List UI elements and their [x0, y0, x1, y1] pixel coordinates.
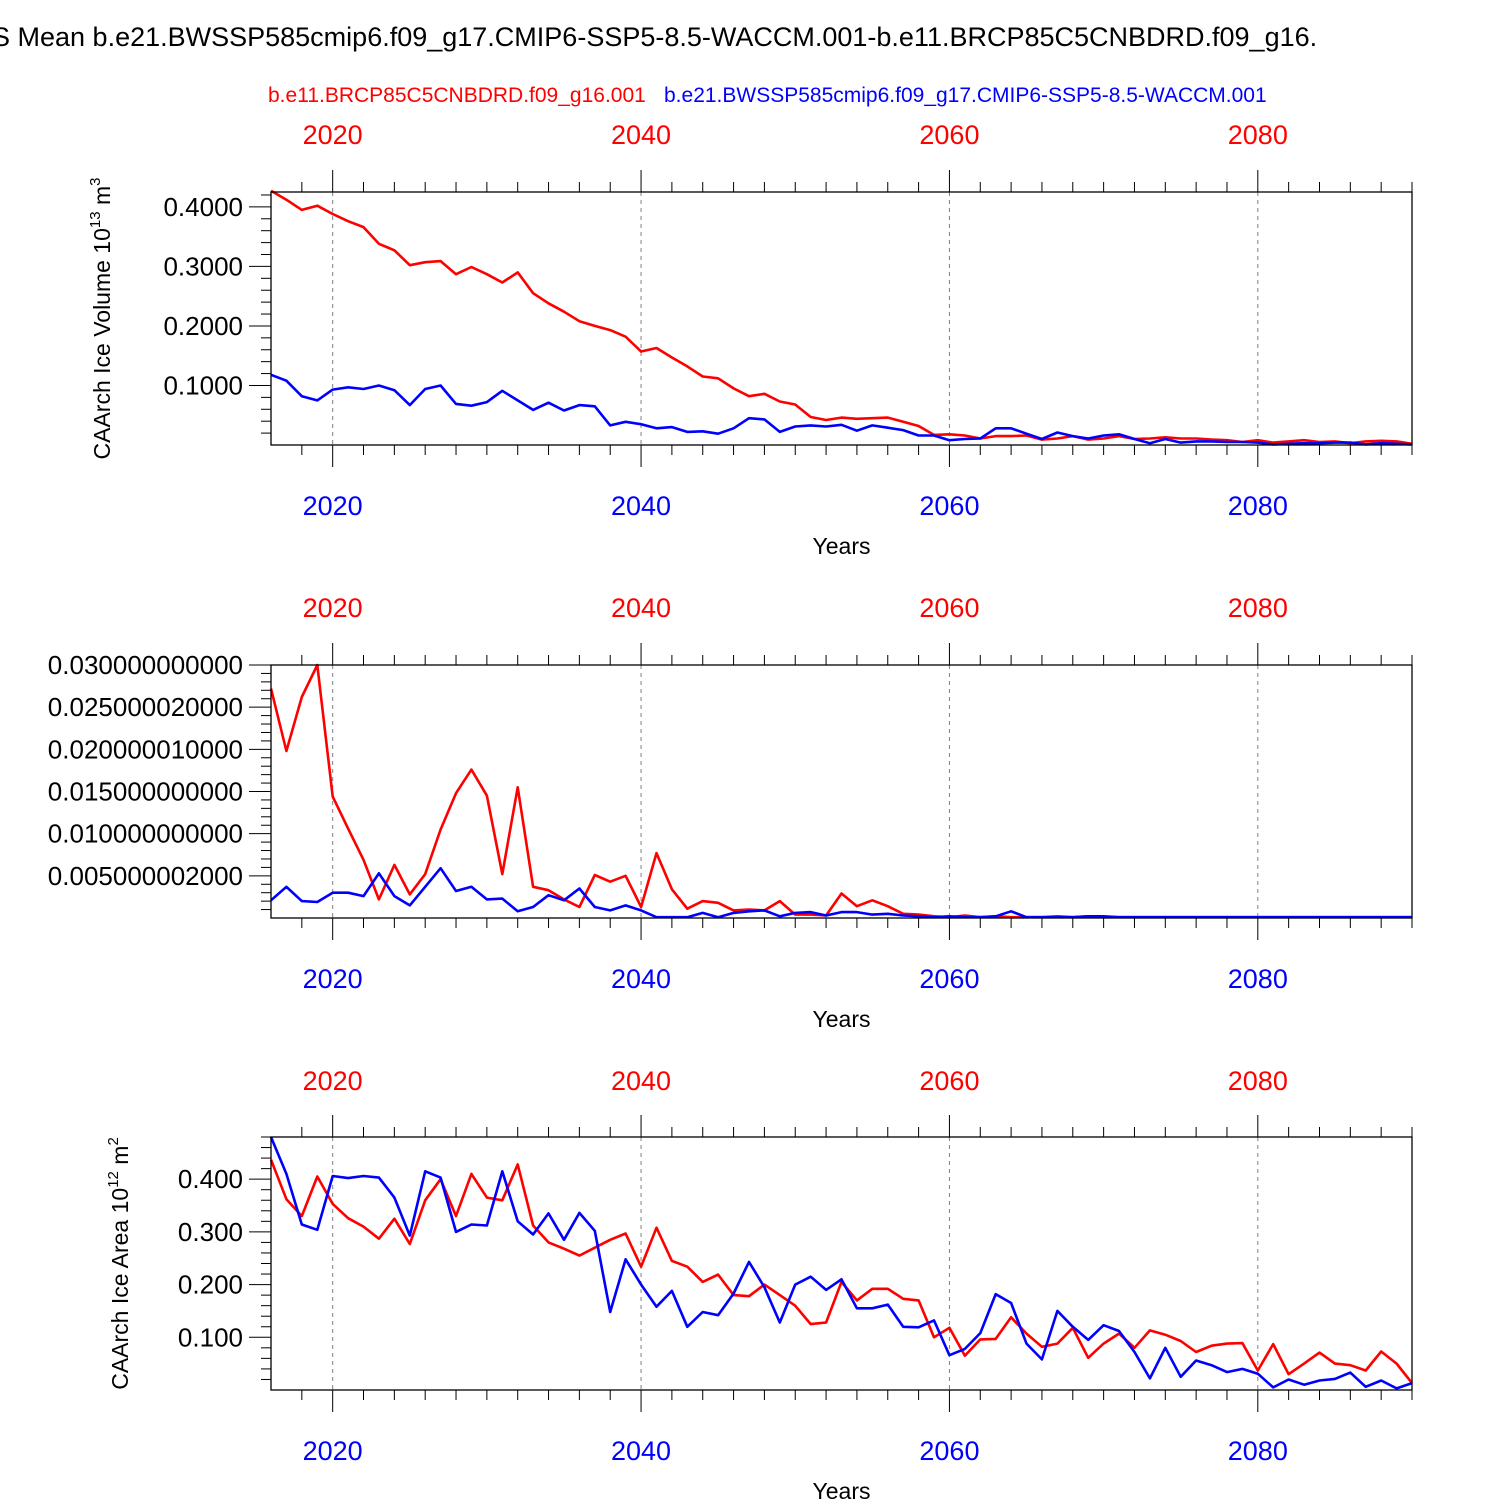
x-axis-label: Years: [813, 1478, 871, 1500]
series-line-red: [270, 189, 1413, 446]
y-tick-label: 0.005000002000: [48, 861, 243, 891]
y-tick-label: 0.015000000000: [48, 777, 243, 807]
x-tick-label-top: 2080: [1228, 593, 1288, 623]
y-tick-label: 0.200: [178, 1270, 243, 1300]
y-axis-label: CAArch Ice Area 1012 m2: [105, 1137, 133, 1390]
x-tick-label-bottom: 2060: [919, 1436, 979, 1466]
x-tick-label-top: 2060: [919, 593, 979, 623]
x-tick-label-bottom: 2080: [1228, 964, 1288, 994]
y-tick-label: 0.025000020000: [48, 692, 243, 722]
plot-frame: [270, 191, 1413, 446]
y-tick-label: 0.020000010000: [48, 734, 243, 764]
y-tick-label: 0.400: [178, 1164, 243, 1194]
x-tick-label-top: 2060: [919, 120, 979, 150]
x-tick-label-bottom: 2080: [1228, 1436, 1288, 1466]
panel-middle: 0.005000002000 0.010000000000 0.0150000000…: [48, 593, 1413, 1032]
x-tick-label-bottom: 2080: [1228, 491, 1288, 521]
x-tick-label-bottom: 2060: [919, 491, 979, 521]
series-line-blue: [270, 373, 1413, 446]
x-tick-label-bottom: 2020: [303, 491, 363, 521]
panel-ice-area: 0.100 0.200 0.300 0.400 2020 2020 2040 2040 2060…: [105, 1066, 1414, 1500]
panel-ice-volume: 0.1000 0.2000 0.3000 0.4000 2020 2020 2040 2040…: [87, 120, 1413, 559]
x-tick-label-top: 2040: [611, 593, 671, 623]
x-tick-label-top: 2040: [611, 1066, 671, 1096]
legend-blue-case: b.e21.BWSSP585cmip6.f09_g17.CMIP6-SSP5-8…: [664, 84, 1267, 107]
y-tick-label: 0.2000: [163, 311, 243, 341]
x-tick-label-bottom: 2040: [611, 964, 671, 994]
y-tick-label: 0.100: [178, 1322, 243, 1352]
series-line-blue: [269, 1136, 1413, 1390]
x-tick-label-top: 2020: [303, 120, 363, 150]
series-line-red: [269, 1159, 1414, 1384]
legend-red-case: b.e11.BRCP85C5CNBDRD.f09_g16.001: [268, 84, 646, 107]
x-tick-label-bottom: 2020: [303, 964, 363, 994]
x-tick-label-top: 2060: [919, 1066, 979, 1096]
figure-title: S Mean b.e21.BWSSP585cmip6.f09_g17.CMIP6…: [0, 22, 1317, 52]
series-line-red: [269, 663, 1412, 919]
x-tick-label-bottom: 2040: [611, 1436, 671, 1466]
x-axis-label: Years: [813, 533, 871, 559]
y-tick-label: 0.300: [178, 1217, 243, 1247]
x-tick-label-top: 2080: [1228, 1066, 1288, 1096]
x-tick-label-top: 2020: [303, 1066, 363, 1096]
y-tick-label: 0.030000000000: [48, 650, 243, 680]
y-tick-label: 0.1000: [163, 370, 243, 400]
y-tick-label: 0.010000000000: [48, 819, 243, 849]
x-axis-label: Years: [813, 1006, 871, 1032]
series-line-blue: [270, 866, 1412, 919]
plot-frame: [270, 1136, 1413, 1391]
x-tick-label-top: 2080: [1228, 120, 1288, 150]
x-tick-label-bottom: 2040: [611, 491, 671, 521]
x-tick-label-top: 2040: [611, 120, 671, 150]
plot-frame: [270, 664, 1413, 919]
y-tick-label: 0.4000: [163, 192, 243, 222]
x-tick-label-bottom: 2020: [303, 1436, 363, 1466]
y-tick-label: 0.3000: [163, 251, 243, 281]
y-axis-label: CAArch Ice Volume 1013 m3: [87, 178, 115, 460]
x-tick-label-bottom: 2060: [919, 964, 979, 994]
x-tick-label-top: 2020: [303, 593, 363, 623]
